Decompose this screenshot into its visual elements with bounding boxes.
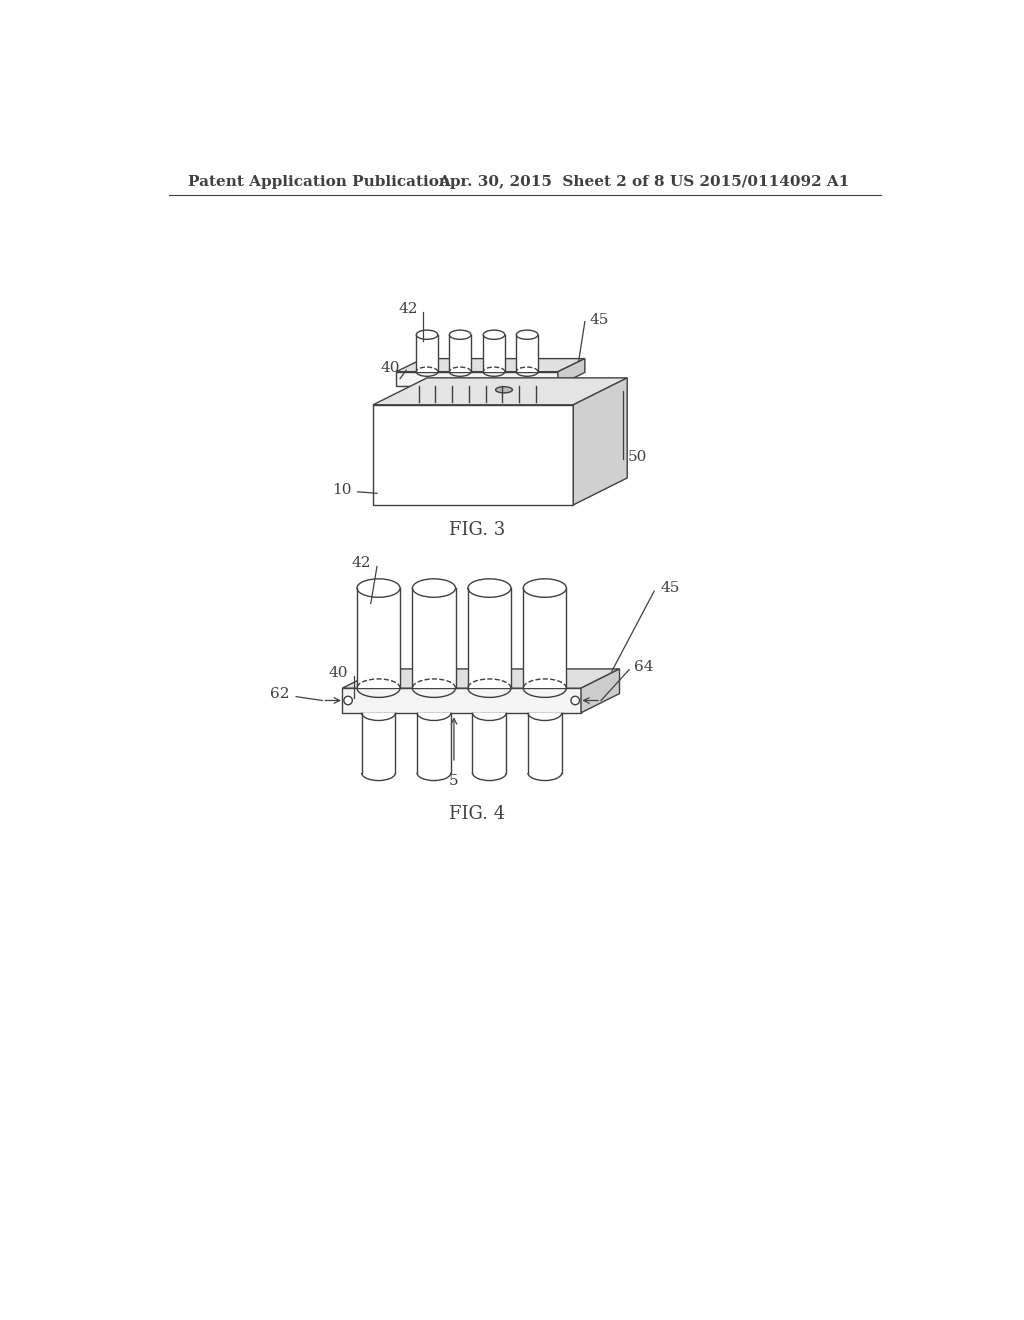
Ellipse shape bbox=[357, 579, 400, 598]
Ellipse shape bbox=[413, 579, 456, 598]
Polygon shape bbox=[419, 385, 435, 403]
Polygon shape bbox=[417, 713, 451, 774]
Text: 40: 40 bbox=[329, 665, 348, 680]
Polygon shape bbox=[450, 335, 471, 372]
Polygon shape bbox=[516, 335, 538, 372]
Text: 50: 50 bbox=[628, 450, 647, 465]
Polygon shape bbox=[528, 713, 562, 774]
Polygon shape bbox=[416, 335, 438, 372]
Text: 45: 45 bbox=[660, 581, 680, 595]
Polygon shape bbox=[472, 713, 506, 774]
Polygon shape bbox=[342, 688, 581, 713]
Ellipse shape bbox=[523, 579, 566, 598]
Polygon shape bbox=[413, 589, 456, 688]
Text: 10: 10 bbox=[332, 483, 351, 496]
Polygon shape bbox=[573, 378, 628, 506]
Polygon shape bbox=[357, 589, 400, 688]
Text: 64: 64 bbox=[634, 660, 653, 673]
Text: 42: 42 bbox=[351, 557, 371, 570]
Text: Patent Application Publication: Patent Application Publication bbox=[188, 174, 451, 189]
Polygon shape bbox=[373, 405, 573, 506]
Text: 40: 40 bbox=[381, 360, 400, 375]
Polygon shape bbox=[452, 385, 469, 403]
Polygon shape bbox=[396, 359, 585, 372]
Polygon shape bbox=[558, 359, 585, 385]
Ellipse shape bbox=[496, 387, 512, 393]
Text: FIG. 4: FIG. 4 bbox=[449, 805, 505, 824]
Ellipse shape bbox=[450, 330, 471, 339]
Text: 42: 42 bbox=[398, 302, 418, 317]
Ellipse shape bbox=[468, 579, 511, 598]
Polygon shape bbox=[396, 372, 558, 385]
Ellipse shape bbox=[516, 330, 538, 339]
Polygon shape bbox=[523, 589, 566, 688]
Ellipse shape bbox=[416, 330, 438, 339]
Polygon shape bbox=[342, 669, 620, 688]
Circle shape bbox=[571, 696, 580, 705]
Text: 5: 5 bbox=[450, 774, 459, 788]
Text: FIG. 3: FIG. 3 bbox=[449, 520, 505, 539]
Polygon shape bbox=[518, 385, 536, 403]
Polygon shape bbox=[483, 335, 505, 372]
Ellipse shape bbox=[483, 330, 505, 339]
Text: US 2015/0114092 A1: US 2015/0114092 A1 bbox=[670, 174, 849, 189]
Polygon shape bbox=[468, 589, 511, 688]
Polygon shape bbox=[361, 713, 395, 774]
Text: 45: 45 bbox=[590, 313, 609, 327]
Text: 62: 62 bbox=[270, 688, 290, 701]
Polygon shape bbox=[485, 385, 503, 403]
Polygon shape bbox=[373, 378, 628, 405]
Polygon shape bbox=[581, 669, 620, 713]
Text: Apr. 30, 2015  Sheet 2 of 8: Apr. 30, 2015 Sheet 2 of 8 bbox=[438, 174, 666, 189]
Circle shape bbox=[344, 696, 352, 705]
